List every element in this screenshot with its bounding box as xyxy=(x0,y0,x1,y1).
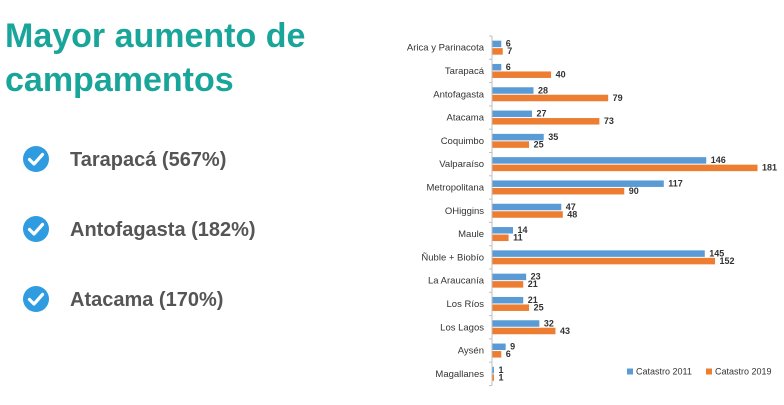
category-label: Coquimbo xyxy=(441,136,484,147)
bar-catastro-2019 xyxy=(492,374,494,381)
data-label-2011: 27 xyxy=(537,109,547,119)
data-label-2019: 40 xyxy=(556,69,566,79)
data-label-2011: 146 xyxy=(711,155,726,165)
data-label-2011: 32 xyxy=(544,318,554,328)
bar-catastro-2019 xyxy=(492,141,530,148)
legend-swatch-2019 xyxy=(706,368,712,375)
data-label-2019: 90 xyxy=(629,186,639,196)
data-label-2019: 43 xyxy=(560,326,570,336)
data-label-2011: 9 xyxy=(510,342,515,352)
bar-catastro-2011 xyxy=(492,87,534,94)
category-label: La Araucanía xyxy=(428,276,485,287)
category-label: Atacama xyxy=(447,113,485,124)
check-circle-icon xyxy=(23,216,49,242)
bar-catastro-2019 xyxy=(492,118,600,125)
data-label-2019: 73 xyxy=(604,116,614,126)
data-label-2011: 47 xyxy=(566,202,576,212)
bar-catastro-2011 xyxy=(492,63,502,71)
category-label: Antofagasta xyxy=(433,89,484,100)
page-title: Mayor aumento de campamentos xyxy=(5,17,306,99)
data-label-2019: 1 xyxy=(498,372,503,382)
data-label-2011: 21 xyxy=(528,295,538,305)
check-circle-icon xyxy=(23,146,49,172)
data-label-2011: 145 xyxy=(709,248,724,258)
data-label-2011: 6 xyxy=(506,62,511,72)
legend-label-2011: Catastro 2011 xyxy=(636,367,692,377)
legend-label-2019: Catastro 2019 xyxy=(715,367,772,377)
bar-catastro-2019 xyxy=(492,327,556,335)
bar-catastro-2019 xyxy=(492,257,716,265)
data-label-2019: 7 xyxy=(507,46,512,56)
bar-catastro-2011 xyxy=(492,320,540,327)
category-label: Tarapacá xyxy=(445,66,485,77)
data-label-2019: 79 xyxy=(613,93,623,103)
data-label-2011: 1 xyxy=(498,365,503,375)
bar-catastro-2019 xyxy=(492,211,563,218)
bullet-text: Atacama (170%) xyxy=(70,289,224,311)
bar-catastro-2011 xyxy=(492,203,562,211)
data-label-2019: 25 xyxy=(534,302,544,312)
data-label-2019: 11 xyxy=(513,233,523,243)
category-label: Los Lagos xyxy=(440,322,484,333)
data-label-2011: 35 xyxy=(548,132,558,142)
bar-catastro-2019 xyxy=(492,187,625,195)
category-label: Magallanes xyxy=(435,369,484,380)
bar-catastro-2019 xyxy=(492,234,509,242)
data-label-2011: 117 xyxy=(668,178,683,188)
bar-catastro-2019 xyxy=(492,71,552,78)
bar-catastro-2011 xyxy=(492,110,533,118)
bar-catastro-2011 xyxy=(492,180,664,187)
category-label: Maule xyxy=(458,229,484,240)
bar-catastro-2019 xyxy=(492,94,609,102)
data-label-2019: 25 xyxy=(534,139,544,149)
bullet-item: Tarapacá (567%) xyxy=(22,145,362,215)
category-label: Aysén xyxy=(458,346,484,357)
category-label: Metropolitana xyxy=(426,182,484,193)
bar-catastro-2011 xyxy=(492,273,527,281)
data-label-2011: 6 xyxy=(506,39,511,49)
data-label-2019: 181 xyxy=(762,163,777,173)
bar-catastro-2019 xyxy=(492,164,758,172)
data-label-2019: 6 xyxy=(506,349,511,359)
bar-catastro-2011 xyxy=(492,296,524,304)
bullet-list: Tarapacá (567%) Antofagasta (182%) Ataca… xyxy=(22,145,362,355)
category-label: Arica y Parinacota xyxy=(407,43,485,54)
bar-catastro-2019 xyxy=(492,48,503,55)
bar-catastro-2011 xyxy=(492,343,506,351)
bullet-text: Antofagasta (182%) xyxy=(70,219,256,241)
bar-catastro-2019 xyxy=(492,304,530,311)
bar-catastro-2011 xyxy=(492,133,544,141)
category-label: Valparaíso xyxy=(439,159,484,170)
data-label-2011: 28 xyxy=(538,85,548,95)
bullet-item: Atacama (170%) xyxy=(22,285,362,355)
data-label-2019: 48 xyxy=(567,209,577,219)
bar-catastro-2011 xyxy=(492,250,705,257)
bar-catastro-2011 xyxy=(492,40,502,48)
legend-swatch-2011 xyxy=(627,368,633,375)
data-label-2019: 21 xyxy=(528,279,538,289)
bar-catastro-2019 xyxy=(492,351,502,358)
category-label: Los Ríos xyxy=(447,299,485,310)
data-label-2011: 23 xyxy=(531,272,541,282)
data-label-2011: 14 xyxy=(517,225,527,235)
data-label-2019: 152 xyxy=(720,256,735,266)
bar-catastro-2019 xyxy=(492,281,524,288)
bullet-item: Antofagasta (182%) xyxy=(22,215,362,285)
bar-catastro-2011 xyxy=(492,227,513,234)
check-circle-icon xyxy=(23,286,49,312)
category-label: Ñuble + Biobío xyxy=(421,252,484,263)
bar-catastro-2011 xyxy=(492,366,494,374)
bar-catastro-2011 xyxy=(492,157,707,164)
category-label: OHiggins xyxy=(445,206,484,217)
bullet-text: Tarapacá (567%) xyxy=(70,149,227,171)
